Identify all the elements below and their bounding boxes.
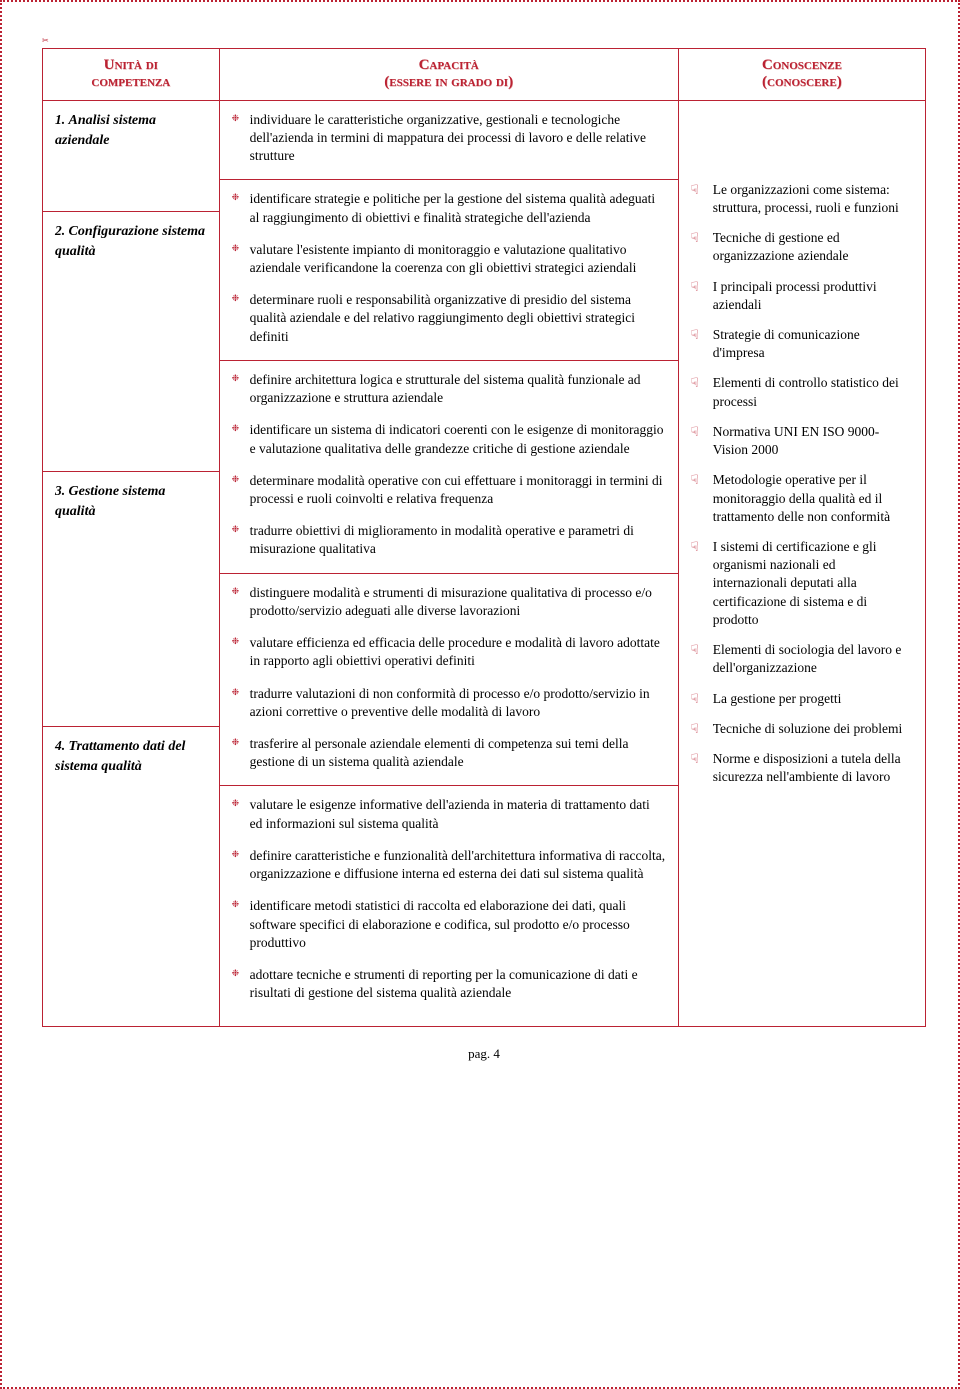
unit-cell-1: 1. Analisi sistema aziendale	[43, 100, 220, 212]
capacity-item: definire caratteristiche e funzionalità …	[232, 847, 666, 883]
knowledge-item: La gestione per progetti	[691, 690, 913, 708]
knowledge-item: Tecniche di soluzione dei problemi	[691, 720, 913, 738]
capacity-item: tradurre valutazioni di non conformità d…	[232, 685, 666, 721]
capacity-item: tradurre obiettivi di miglioramento in m…	[232, 522, 666, 558]
capacity-item: distinguere modalità e strumenti di misu…	[232, 584, 666, 620]
capacity-list-4: valutare le esigenze informative dell'az…	[232, 796, 666, 1002]
knowledge-item: Elementi di controllo statistico dei pro…	[691, 374, 913, 410]
header-knowledge-line2: (conoscere)	[685, 74, 919, 91]
knowledge-cell: Le organizzazioni come sistema: struttur…	[678, 100, 925, 1027]
capacity-list-3: distinguere modalità e strumenti di misu…	[232, 584, 666, 772]
separator	[220, 179, 678, 180]
unit-cell-2: 2. Configurazione sistema qualità	[43, 212, 220, 472]
unit-title: Configurazione sistema qualità	[55, 224, 205, 259]
capacity-cell: individuare le caratteristiche organizza…	[219, 100, 678, 1027]
capacity-list-1b: identificare strategie e politiche per l…	[232, 190, 666, 346]
unit-number: 3.	[55, 483, 65, 498]
capacity-item: individuare le caratteristiche organizza…	[232, 111, 666, 166]
knowledge-item: Elementi di sociologia del lavoro e dell…	[691, 641, 913, 677]
separator	[220, 573, 678, 574]
capacity-item: valutare le esigenze informative dell'az…	[232, 796, 666, 832]
capacity-item: adottare tecniche e strumenti di reporti…	[232, 966, 666, 1002]
capacity-item: identificare un sistema di indicatori co…	[232, 421, 666, 457]
unit-number: 2.	[55, 223, 65, 238]
separator	[220, 785, 678, 786]
unit-cell-4: 4. Trattamento dati del sistema qualità	[43, 727, 220, 1027]
unit-title: Analisi sistema aziendale	[55, 113, 156, 148]
unit-cell-3: 3. Gestione sistema qualità	[43, 472, 220, 727]
header-unit-line1: Unità di	[49, 57, 213, 74]
unit-title: Gestione sistema qualità	[55, 484, 165, 519]
capacity-item: identificare metodi statistici di raccol…	[232, 897, 666, 952]
capacity-item: definire architettura logica e struttura…	[232, 371, 666, 407]
capacity-item: determinare modalità operative con cui e…	[232, 472, 666, 508]
knowledge-item: Le organizzazioni come sistema: struttur…	[691, 181, 913, 217]
header-capacity-line2: (essere in grado di)	[226, 74, 672, 91]
scissors-icon: ✂	[42, 36, 49, 45]
capacity-item: trasferire al personale aziendale elemen…	[232, 735, 666, 771]
competency-table: Unità di competenza Capacità (essere in …	[42, 48, 926, 1027]
knowledge-item: Strategie di comunicazione d'impresa	[691, 326, 913, 362]
capacity-item: valutare l'esistente impianto di monitor…	[232, 241, 666, 277]
unit-number: 4.	[55, 738, 65, 753]
separator	[220, 360, 678, 361]
knowledge-item: I principali processi produttivi azienda…	[691, 278, 913, 314]
header-capacity-line1: Capacità	[226, 57, 672, 74]
capacity-item: determinare ruoli e responsabilità organ…	[232, 291, 666, 346]
unit-title: Trattamento dati del sistema qualità	[55, 739, 185, 774]
knowledge-item: Normativa UNI EN ISO 9000-Vision 2000	[691, 423, 913, 459]
knowledge-item: Norme e disposizioni a tutela della sicu…	[691, 750, 913, 786]
header-capacity: Capacità (essere in grado di)	[219, 49, 678, 101]
table-row: 1. Analisi sistema aziendale individuare…	[43, 100, 926, 212]
knowledge-item: I sistemi di certificazione e gli organi…	[691, 538, 913, 629]
header-knowledge: Conoscenze (conoscere)	[678, 49, 925, 101]
header-knowledge-line1: Conoscenze	[685, 57, 919, 74]
page-frame: ✂ Unità di competenza Capacità (essere i…	[0, 0, 960, 1389]
unit-number: 1.	[55, 112, 65, 127]
header-unit: Unità di competenza	[43, 49, 220, 101]
capacity-list-2: definire architettura logica e struttura…	[232, 371, 666, 559]
knowledge-list: Le organizzazioni come sistema: struttur…	[691, 181, 913, 787]
knowledge-item: Tecniche di gestione ed organizzazione a…	[691, 229, 913, 265]
capacity-item: identificare strategie e politiche per l…	[232, 190, 666, 226]
page-number: pag. 4	[42, 1045, 926, 1063]
capacity-list-1: individuare le caratteristiche organizza…	[232, 111, 666, 166]
knowledge-item: Metodologie operative per il monitoraggi…	[691, 471, 913, 526]
header-unit-line2: competenza	[49, 74, 213, 91]
capacity-item: valutare efficienza ed efficacia delle p…	[232, 634, 666, 670]
